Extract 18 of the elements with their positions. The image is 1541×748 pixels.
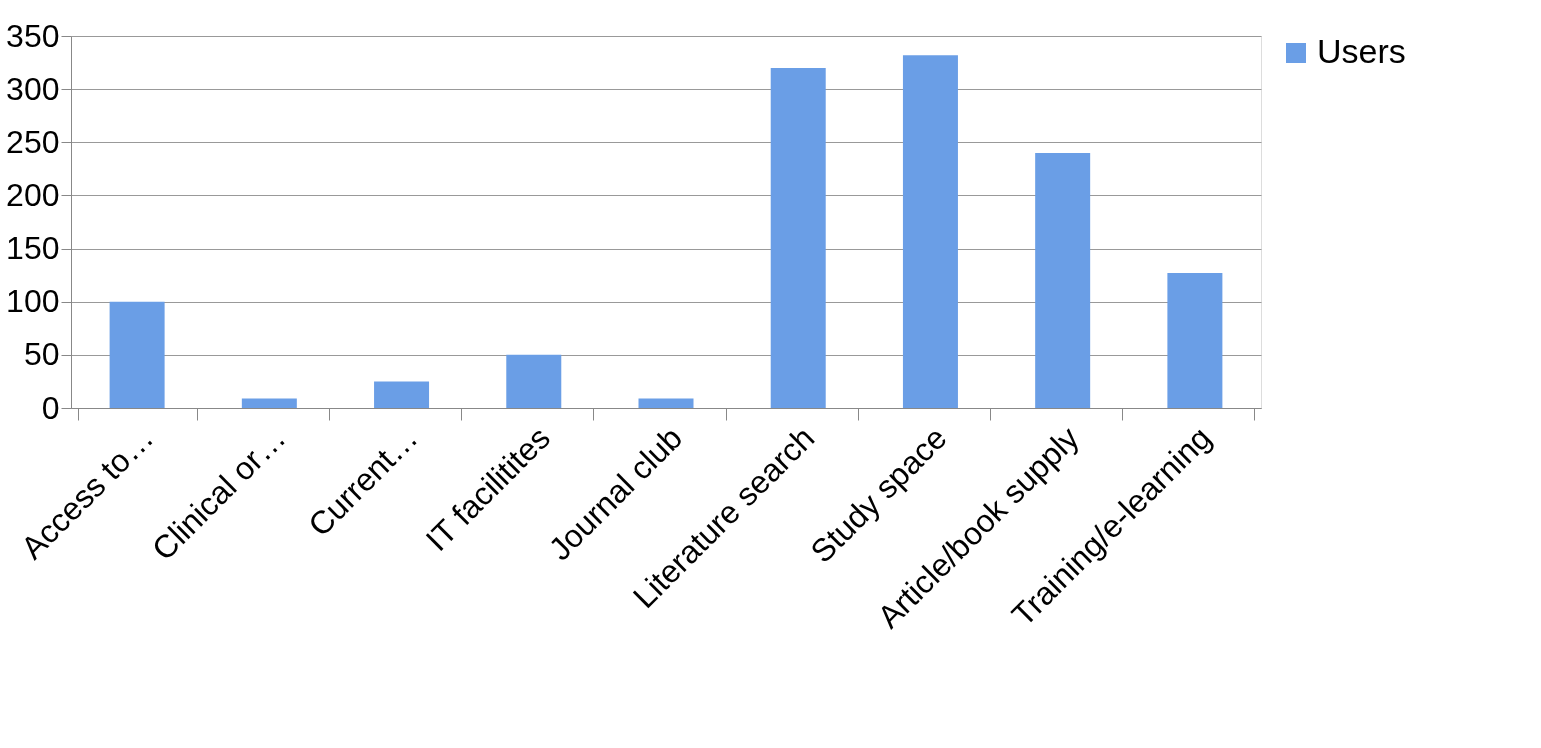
bar	[241, 398, 297, 408]
y-tick-label: 100	[6, 283, 60, 320]
bar	[1167, 273, 1223, 408]
bar	[506, 354, 562, 408]
y-tick-label: 0	[41, 389, 60, 426]
bar	[638, 398, 694, 408]
bar	[770, 67, 826, 408]
y-tick-label: 150	[6, 230, 60, 267]
bar	[902, 55, 958, 408]
bar	[374, 381, 430, 408]
y-tick-label: 200	[6, 176, 60, 213]
y-tick-label: 250	[6, 123, 60, 160]
bar	[1035, 152, 1091, 408]
bar	[109, 301, 165, 408]
y-tick-label: 50	[23, 336, 60, 373]
y-tick-label: 350	[6, 17, 60, 54]
legend-label: Users	[1317, 32, 1406, 70]
y-tick-label: 300	[6, 70, 60, 107]
